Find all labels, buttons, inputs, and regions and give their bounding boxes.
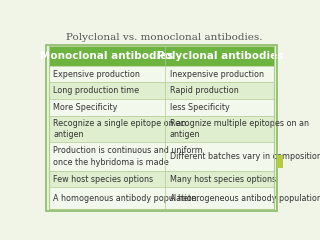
FancyBboxPatch shape <box>49 82 274 99</box>
Text: Expensive production: Expensive production <box>53 70 140 78</box>
Text: Long production time: Long production time <box>53 86 139 95</box>
FancyBboxPatch shape <box>277 155 283 168</box>
Text: Monoclonal antibodies: Monoclonal antibodies <box>40 51 174 61</box>
Text: Production is continuous and uniform
once the hybridoma is made: Production is continuous and uniform onc… <box>53 146 203 167</box>
FancyBboxPatch shape <box>49 46 274 66</box>
Text: Recognize a single epitope on an
antigen: Recognize a single epitope on an antigen <box>53 119 186 139</box>
FancyBboxPatch shape <box>46 44 277 211</box>
Text: A heterogeneous antibody population.: A heterogeneous antibody population. <box>170 194 320 203</box>
FancyBboxPatch shape <box>49 142 274 171</box>
Text: Inexpensive production: Inexpensive production <box>170 70 264 78</box>
Text: Recognize multiple epitopes on an
antigen: Recognize multiple epitopes on an antige… <box>170 119 309 139</box>
Text: A homogenous antibody population.: A homogenous antibody population. <box>53 194 199 203</box>
Text: Few host species options: Few host species options <box>53 174 153 184</box>
Text: Different batches vary in composition: Different batches vary in composition <box>170 152 320 161</box>
Text: More Specificity: More Specificity <box>53 103 117 112</box>
Text: Polyclonal antibodies: Polyclonal antibodies <box>156 51 283 61</box>
Text: Many host species options: Many host species options <box>170 174 276 184</box>
FancyBboxPatch shape <box>49 99 274 116</box>
Text: Rapid production: Rapid production <box>170 86 238 95</box>
FancyBboxPatch shape <box>49 116 274 142</box>
FancyBboxPatch shape <box>49 171 274 187</box>
FancyBboxPatch shape <box>49 66 274 82</box>
Text: Polyclonal vs. monoclonal antibodies.: Polyclonal vs. monoclonal antibodies. <box>66 33 262 42</box>
FancyBboxPatch shape <box>49 187 274 209</box>
Text: less Specificity: less Specificity <box>170 103 229 112</box>
